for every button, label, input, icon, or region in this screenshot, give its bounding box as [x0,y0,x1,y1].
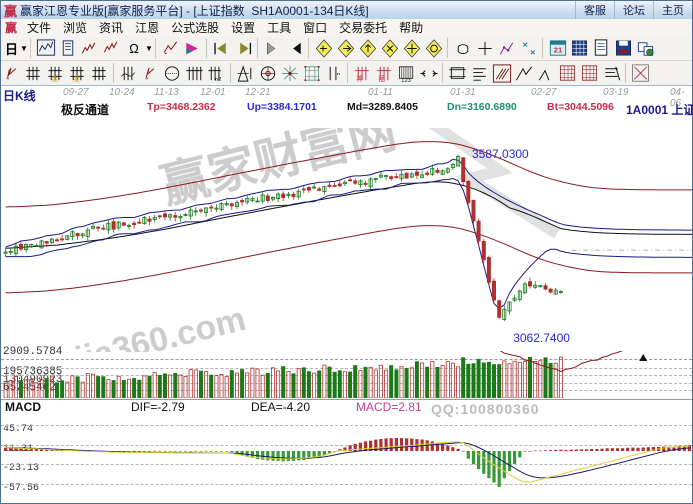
svg-text:n2: n2 [215,77,221,83]
svg-text:金: 金 [73,74,80,83]
svg-text:3587.0300: 3587.0300 [472,147,529,161]
svg-text:插: 插 [378,74,385,83]
svg-text:金: 金 [51,74,58,83]
svg-text:": " [337,71,340,81]
svg-text:123: 123 [401,78,411,84]
svg-text:神: 神 [356,74,363,83]
svg-text:21: 21 [554,45,563,54]
svg-text:3062.7400: 3062.7400 [513,331,570,345]
